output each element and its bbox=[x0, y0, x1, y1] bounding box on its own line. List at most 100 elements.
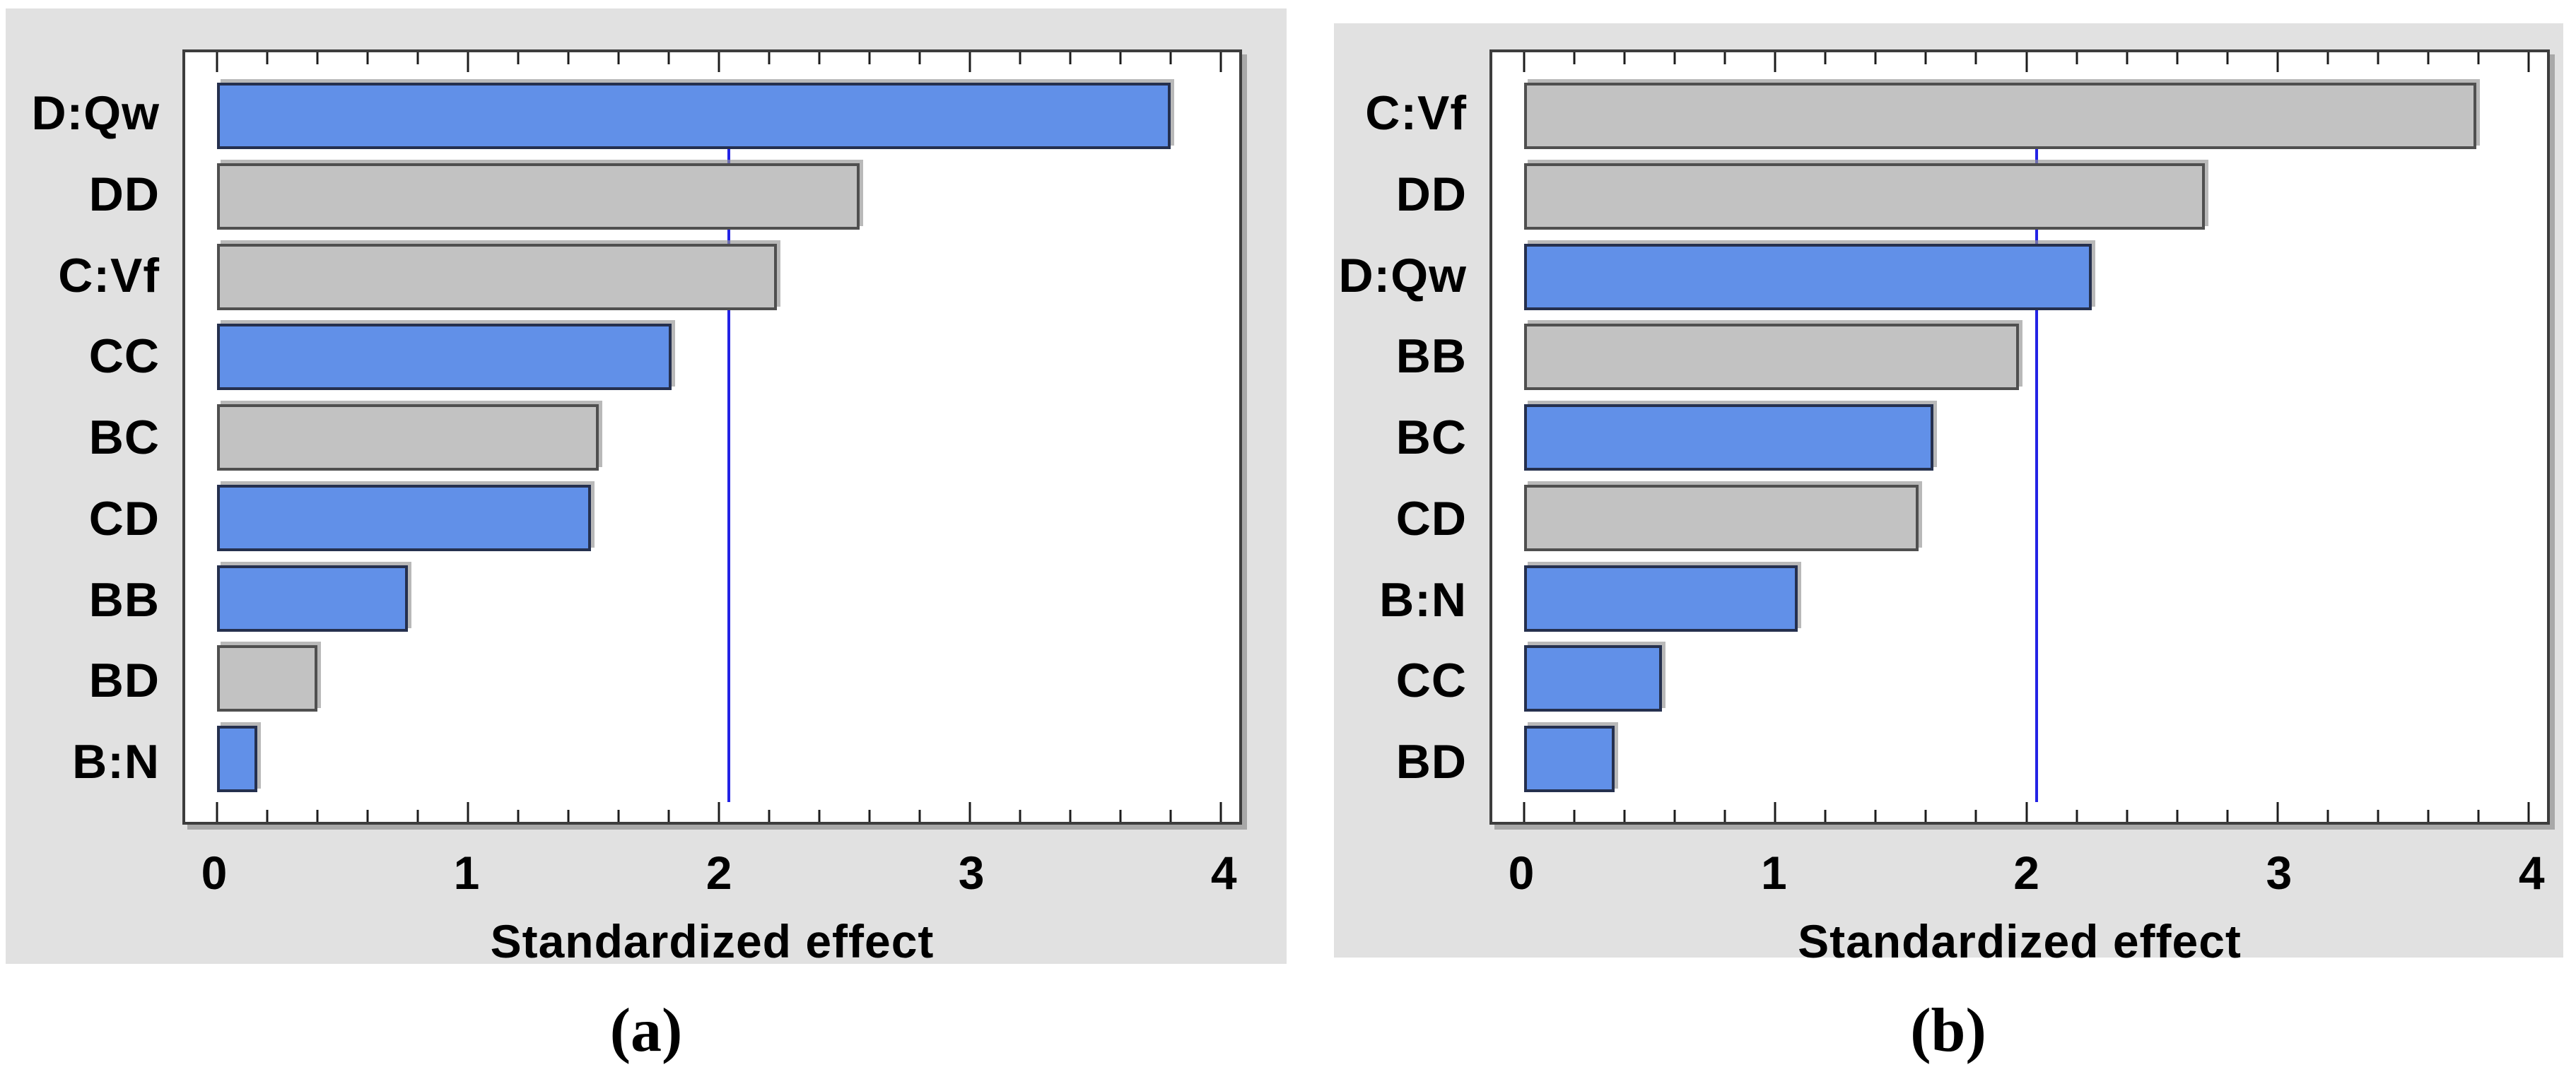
minor-tick bbox=[1119, 810, 1122, 822]
effect-bar-CD bbox=[216, 484, 591, 551]
bar-row bbox=[185, 404, 1239, 471]
major-tick bbox=[1523, 802, 1526, 822]
minor-tick bbox=[517, 810, 520, 822]
bars-a bbox=[185, 52, 1239, 822]
minor-tick bbox=[266, 810, 269, 822]
x-axis-title-a: Standardized effect bbox=[490, 915, 935, 967]
x-tick-label: 2 bbox=[706, 847, 732, 899]
category-label: BD bbox=[88, 654, 160, 708]
category-axis-a: D:Qw DD C:Vf CC BC CD BB BD B:N bbox=[6, 80, 160, 795]
bar-row bbox=[185, 645, 1239, 712]
minor-tick bbox=[316, 52, 319, 64]
x-tick-label: 4 bbox=[2518, 847, 2545, 899]
x-tick-label: 0 bbox=[201, 847, 228, 899]
category-label: BC bbox=[1395, 411, 1467, 464]
bar-row bbox=[1492, 163, 2547, 230]
major-tick bbox=[467, 52, 469, 72]
major-tick bbox=[2025, 802, 2028, 822]
x-tick-label: 2 bbox=[2013, 847, 2039, 899]
x-tick-label: 4 bbox=[1210, 847, 1237, 899]
bar-row bbox=[185, 163, 1239, 230]
plot-area-a bbox=[182, 49, 1242, 825]
minor-tick bbox=[1119, 52, 1122, 64]
effect-bar-D:Qw bbox=[216, 83, 1171, 149]
effect-bar-C:Vf bbox=[1523, 83, 2476, 149]
minor-tick bbox=[266, 52, 269, 64]
effect-bar-CC bbox=[1523, 645, 1663, 712]
major-tick bbox=[216, 802, 218, 822]
major-tick bbox=[968, 52, 971, 72]
bar-row bbox=[1492, 243, 2547, 310]
category-label: C:Vf bbox=[1365, 86, 1467, 140]
minor-tick bbox=[2076, 810, 2078, 822]
effect-bar-BD bbox=[1523, 726, 1615, 792]
bar-row bbox=[185, 726, 1239, 792]
effect-bar-BD bbox=[216, 645, 317, 712]
minor-tick bbox=[1874, 52, 1877, 64]
minor-tick bbox=[416, 810, 419, 822]
major-tick bbox=[1219, 802, 1222, 822]
minor-tick bbox=[868, 810, 871, 822]
caption-b: (b) bbox=[1910, 996, 1986, 1065]
minor-tick bbox=[1723, 52, 1726, 64]
major-tick bbox=[718, 52, 720, 72]
minor-tick bbox=[316, 810, 319, 822]
minor-tick bbox=[617, 810, 620, 822]
x-axis-ticks-b bbox=[1492, 52, 2547, 822]
minor-tick bbox=[1573, 52, 1576, 64]
x-tick-labels-a: 0 1 2 3 4 bbox=[182, 846, 1242, 902]
minor-tick bbox=[2126, 52, 2129, 64]
minor-tick bbox=[1623, 52, 1626, 64]
category-axis-b: C:Vf DD D:Qw BB BC CD B:N CC BD bbox=[1334, 80, 1467, 795]
minor-tick bbox=[2226, 52, 2229, 64]
effect-bar-BB bbox=[216, 565, 408, 632]
bars-b bbox=[1492, 52, 2547, 822]
minor-tick bbox=[818, 52, 821, 64]
effect-bar-DD bbox=[1523, 163, 2205, 230]
major-tick bbox=[968, 802, 971, 822]
major-tick bbox=[467, 802, 469, 822]
category-label: CC bbox=[1395, 654, 1467, 708]
minor-tick bbox=[667, 810, 670, 822]
pareto-chart-panel-a: D:Qw DD C:Vf CC BC CD BB BD B:N 0 1 2 3 4 Standardiz… bbox=[6, 8, 1287, 967]
minor-tick bbox=[2326, 810, 2329, 822]
minor-tick bbox=[1069, 52, 1072, 64]
x-tick-labels-b: 0 1 2 3 4 bbox=[1489, 846, 2550, 902]
bar-row bbox=[1492, 324, 2547, 391]
bar-row bbox=[1492, 484, 2547, 551]
minor-tick bbox=[1019, 810, 1021, 822]
minor-tick bbox=[1623, 810, 1626, 822]
effect-bar-D:Qw bbox=[1523, 243, 2092, 310]
category-label: C:Vf bbox=[58, 248, 160, 302]
effect-bar-BC bbox=[216, 404, 599, 471]
minor-tick bbox=[918, 810, 921, 822]
minor-tick bbox=[1924, 810, 1927, 822]
effect-bar-B:N bbox=[1523, 565, 1798, 632]
category-label: DD bbox=[1395, 167, 1467, 221]
minor-tick bbox=[1824, 810, 1827, 822]
effect-bar-B:N bbox=[216, 726, 257, 792]
minor-tick bbox=[567, 810, 570, 822]
minor-tick bbox=[2326, 52, 2329, 64]
minor-tick bbox=[2176, 52, 2179, 64]
major-tick bbox=[1774, 802, 1776, 822]
major-tick bbox=[2527, 802, 2530, 822]
minor-tick bbox=[1974, 52, 1977, 64]
minor-tick bbox=[768, 52, 771, 64]
minor-tick bbox=[868, 52, 871, 64]
minor-tick bbox=[2226, 810, 2229, 822]
x-axis-ticks-a bbox=[185, 52, 1239, 822]
minor-tick bbox=[2377, 810, 2379, 822]
category-label: BC bbox=[88, 411, 160, 464]
major-tick bbox=[2276, 802, 2279, 822]
effect-bar-BC bbox=[1523, 404, 1934, 471]
x-tick-label: 1 bbox=[1760, 847, 1787, 899]
minor-tick bbox=[517, 52, 520, 64]
minor-tick bbox=[918, 52, 921, 64]
significance-reference-line-b bbox=[2035, 95, 2038, 802]
minor-tick bbox=[2477, 52, 2480, 64]
caption-a: (a) bbox=[609, 996, 683, 1065]
major-tick bbox=[718, 802, 720, 822]
major-tick bbox=[2276, 52, 2279, 72]
